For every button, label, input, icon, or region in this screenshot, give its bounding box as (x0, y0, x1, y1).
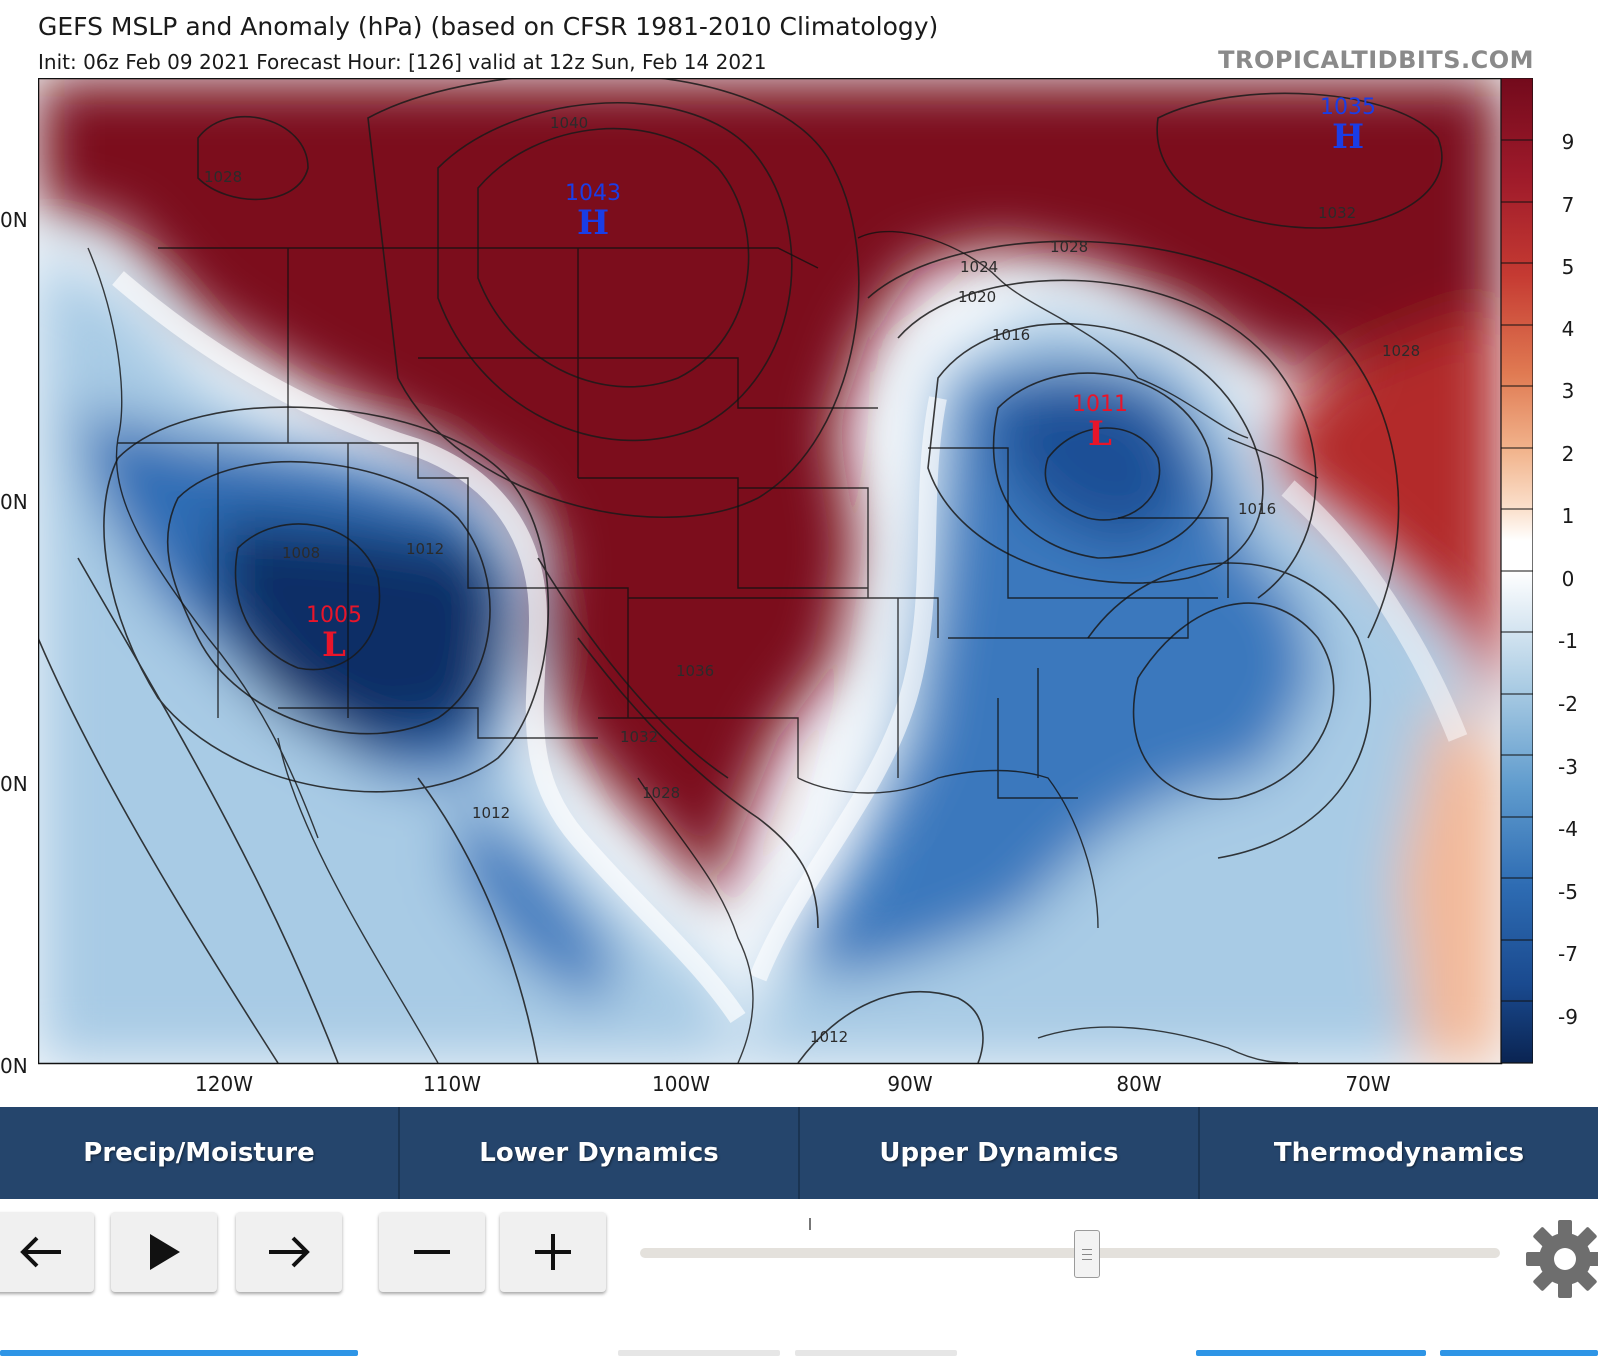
isobar-label: 1016 (992, 326, 1030, 344)
isobar-label: 1024 (960, 258, 998, 276)
forecast-map: 1043 H 1035 H 1011 L 1005 L 1040 1028 10… (38, 78, 1533, 1083)
bottom-button-partial[interactable] (618, 1350, 780, 1356)
gear-icon[interactable] (1524, 1218, 1598, 1300)
colorbar-label: 9 (1561, 130, 1575, 154)
category-tabs: Precip/Moisture Lower Dynamics Upper Dyn… (0, 1107, 1598, 1199)
low-1011-value: 1011 (1072, 392, 1128, 417)
playback-controls (0, 1212, 1598, 1356)
previous-frame-button[interactable] (0, 1212, 94, 1292)
high-1043-symbol: H (577, 203, 609, 243)
colorbar-label: -2 (1558, 692, 1578, 716)
colorbar-label: -4 (1558, 817, 1578, 841)
slider-handle[interactable] (1074, 1230, 1101, 1278)
bottom-button-partial[interactable] (795, 1350, 957, 1356)
tab-thermodynamics[interactable]: Thermodynamics (1273, 1138, 1525, 1168)
next-frame-button[interactable] (236, 1212, 342, 1292)
minus-icon (414, 1250, 450, 1254)
slider-tick (809, 1218, 811, 1230)
colorbar-label: 0 (1561, 567, 1575, 591)
lon-label: 100W (652, 1072, 710, 1096)
isobar-label: 1040 (550, 114, 588, 132)
tab-precip-moisture[interactable]: Precip/Moisture (0, 1107, 400, 1199)
colorbar (1500, 78, 1533, 1064)
colorbar-label: -9 (1558, 1005, 1578, 1029)
isobar-label: 1012 (810, 1028, 848, 1046)
map-title: GEFS MSLP and Anomaly (hPa) (based on CF… (38, 12, 939, 41)
colorbar-label: 5 (1561, 255, 1575, 279)
colorbar-label: -1 (1558, 629, 1578, 653)
bottom-button-partial[interactable] (1440, 1350, 1598, 1356)
isobar-label: 1028 (1050, 238, 1088, 256)
zoom-out-button[interactable] (379, 1212, 485, 1292)
bottom-button-partial[interactable] (1196, 1350, 1426, 1356)
arrow-right-icon (269, 1236, 310, 1268)
lon-label: 90W (887, 1072, 933, 1096)
colorbar-label: 3 (1561, 379, 1575, 403)
isobar-label: 1020 (958, 288, 996, 306)
lat-label: 0N (0, 772, 28, 796)
lon-label: 70W (1345, 1072, 1391, 1096)
low-1011-symbol: L (1088, 414, 1112, 454)
colorbar-label: 7 (1561, 193, 1575, 217)
lon-label: 80W (1116, 1072, 1162, 1096)
forecast-info: Init: 06z Feb 09 2021 Forecast Hour: [12… (38, 50, 767, 74)
forecast-hour-slider[interactable] (640, 1248, 1500, 1258)
high-1035-symbol: H (1332, 117, 1364, 157)
isobar-label: 1032 (1318, 204, 1356, 222)
tab-upper-dynamics[interactable]: Upper Dynamics (800, 1107, 1200, 1199)
isobar-label: 1028 (642, 784, 680, 802)
isobar-label: 1032 (620, 728, 658, 746)
arrow-left-icon (20, 1236, 61, 1268)
high-1043-value: 1043 (565, 181, 621, 206)
isobar-label: 1012 (472, 804, 510, 822)
isobar-label: 1028 (1382, 342, 1420, 360)
isobar-label: 1012 (406, 540, 444, 558)
lat-label: 0N (0, 490, 28, 514)
low-1005-symbol: L (322, 625, 346, 665)
lat-label: 0N (0, 1054, 28, 1078)
isobar-label: 1028 (204, 168, 242, 186)
lon-label: 120W (195, 1072, 253, 1096)
bottom-button-partial[interactable] (0, 1350, 358, 1356)
high-1035-value: 1035 (1320, 95, 1376, 120)
play-button[interactable] (111, 1212, 217, 1292)
isobar-label: 1008 (282, 544, 320, 562)
lat-label: 0N (0, 208, 28, 232)
colorbar-label: -5 (1558, 880, 1578, 904)
isobar-label: 1016 (1238, 500, 1276, 518)
play-icon (150, 1234, 180, 1270)
zoom-in-button[interactable] (500, 1212, 606, 1292)
lon-label: 110W (423, 1072, 481, 1096)
low-1005-value: 1005 (306, 603, 362, 628)
plus-icon (535, 1234, 571, 1270)
colorbar-label: 4 (1561, 317, 1575, 341)
colorbar-label: 2 (1561, 442, 1575, 466)
colorbar-label: 1 (1561, 504, 1575, 528)
site-brand: TROPICALTIDBITS.COM (1218, 46, 1534, 74)
colorbar-label: -7 (1558, 942, 1578, 966)
colorbar-label: -3 (1558, 755, 1578, 779)
isobar-label: 1036 (676, 662, 714, 680)
tab-lower-dynamics[interactable]: Lower Dynamics (400, 1107, 800, 1199)
